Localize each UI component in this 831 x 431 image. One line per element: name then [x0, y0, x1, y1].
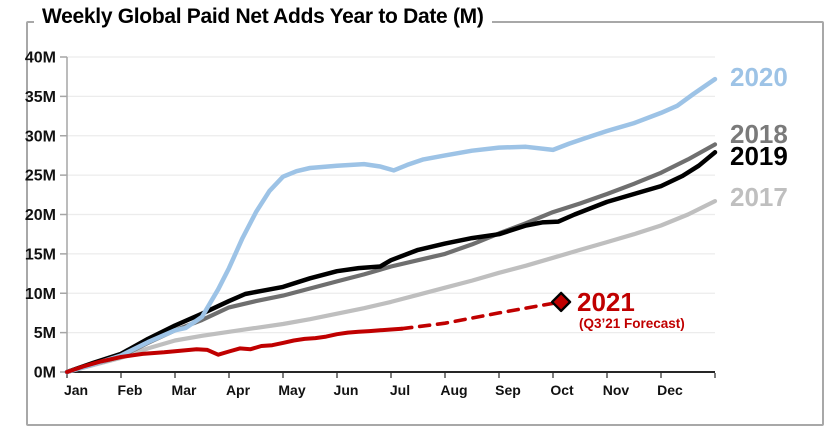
legend-label-2017: 2017 — [730, 182, 788, 212]
forecast-label-2021: 2021 — [577, 287, 635, 317]
svg-text:Feb: Feb — [118, 382, 143, 398]
svg-text:Apr: Apr — [226, 382, 251, 398]
page-title: Weekly Global Paid Net Adds Year to Date… — [34, 2, 492, 32]
svg-text:Sep: Sep — [495, 382, 521, 398]
svg-text:30M: 30M — [25, 128, 56, 145]
svg-text:40M: 40M — [25, 50, 56, 67]
svg-text:Jun: Jun — [334, 382, 359, 398]
forecast-sublabel: (Q3’21 Forecast) — [579, 316, 685, 331]
svg-text:5M: 5M — [34, 325, 56, 342]
svg-text:Oct: Oct — [550, 382, 574, 398]
svg-text:10M: 10M — [25, 286, 56, 303]
svg-text:Nov: Nov — [603, 382, 630, 398]
svg-text:Aug: Aug — [440, 382, 467, 398]
svg-text:Jul: Jul — [390, 382, 410, 398]
legend-label-2018: 2018 — [730, 119, 788, 149]
legend-label-2019: 2019 — [730, 141, 788, 171]
svg-text:0M: 0M — [34, 365, 56, 382]
svg-text:May: May — [278, 382, 305, 398]
svg-text:25M: 25M — [25, 168, 56, 185]
svg-text:35M: 35M — [25, 89, 56, 106]
chart-frame — [26, 21, 824, 426]
forecast-diamond-marker — [550, 291, 572, 313]
svg-text:15M: 15M — [25, 246, 56, 263]
svg-text:Dec: Dec — [657, 382, 683, 398]
svg-text:20M: 20M — [25, 207, 56, 224]
svg-text:Mar: Mar — [172, 382, 197, 398]
svg-text:Jan: Jan — [64, 382, 88, 398]
legend-label-2020: 2020 — [730, 62, 788, 92]
